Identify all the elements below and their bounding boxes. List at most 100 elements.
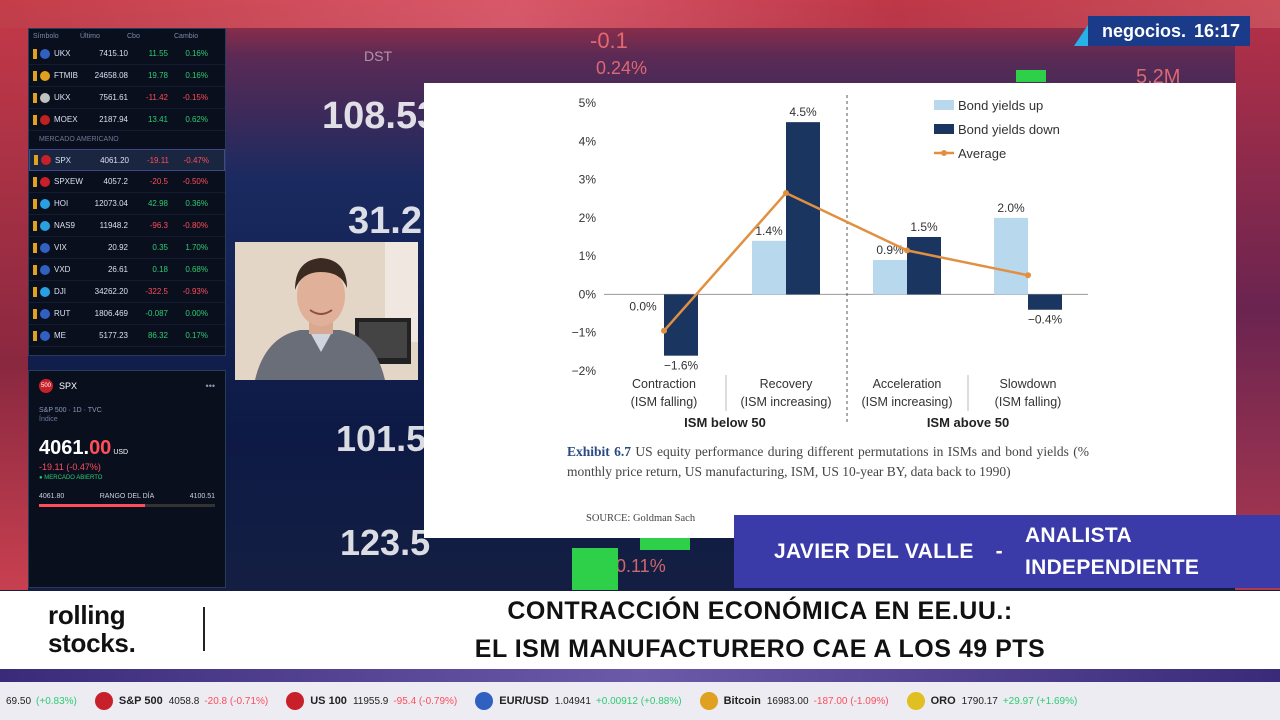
bar-bond-yields-down	[786, 122, 820, 295]
ticker-col-symbol: Símbolo	[33, 32, 59, 40]
ticker-section-label: MERCADO AMERICANO	[39, 136, 119, 143]
ticker-percent: 1.70%	[185, 243, 208, 252]
bar-bond-yields-down	[1028, 294, 1062, 310]
market-ticker-item[interactable]: S&P 500 4058.8 -20.8 (-0.71%)	[94, 692, 268, 710]
category-label: Contraction	[632, 377, 696, 391]
category-label: (ISM falling)	[631, 395, 698, 409]
y-tick-label: −2%	[572, 364, 597, 378]
ism-bond-yield-chart: 5% 4% 3% 2% 1% 0% −1% −2% 0.0% −1.6% Contraction (I…	[572, 95, 1088, 430]
ticker-change: 19.78	[147, 71, 168, 80]
ticker-value: 12073.04	[94, 199, 128, 208]
asset-value: 11955.9	[352, 695, 389, 707]
background-green-block	[572, 548, 618, 590]
asset-change: +29.97 (+1.69%)	[1002, 695, 1078, 707]
market-ticker-item[interactable]: ORO 1790.17 +29.97 (+1.69%)	[906, 692, 1078, 710]
logo-brand: negocios.	[1102, 20, 1187, 41]
market-ticker-item[interactable]: EUR/USD 1.04941 +0.00912 (+0.88%)	[475, 692, 682, 710]
ticker-row[interactable]: DJI 34262.20 -322.5 -0.93%	[29, 281, 225, 303]
source-note: SOURCE: Goldman Sach	[586, 513, 696, 524]
ticker-change: 42.98	[147, 199, 168, 208]
bar-bond-yields-up	[752, 240, 786, 295]
bar-bond-yields-up	[873, 259, 907, 295]
ticker-row[interactable]: RUT 1806.469 -0.087 0.00%	[29, 303, 225, 325]
ticker-row[interactable]: FTMIB 24658.08 19.78 0.16%	[29, 65, 225, 87]
channel-logo: negocios. 16:17	[1074, 13, 1280, 49]
group-label: ISM above 50	[927, 415, 1009, 430]
ticker-row[interactable]: SPXEW 4057.2 -20.5 -0.50%	[29, 171, 225, 193]
background-top-band	[0, 0, 1280, 28]
exhibit-caption: Exhibit 6.7 US equity performance during…	[567, 442, 1089, 482]
ticker-col-chg: Cbo	[127, 32, 140, 40]
ticker-symbol: NAS9	[54, 221, 75, 230]
ticker-percent: -0.80%	[182, 221, 208, 230]
group-label: ISM below 50	[684, 415, 766, 430]
ticker-change: -0.087	[145, 309, 168, 318]
ticker-value: 7561.61	[99, 93, 128, 102]
more-options-icon[interactable]: •••	[205, 381, 215, 391]
background-number: 101.5	[336, 418, 427, 459]
ticker-percent: 0.68%	[185, 265, 208, 274]
ticker-row[interactable]: UKX 7561.61 -11.42 -0.15%	[29, 87, 225, 109]
asset-icon	[906, 692, 925, 710]
ticker-change: 0.18	[152, 265, 168, 274]
ticker-row[interactable]: VXD 26.61 0.18 0.68%	[29, 259, 225, 281]
clock: 16:17	[1194, 20, 1241, 41]
asset-value: 1790.17	[961, 695, 998, 707]
y-tick-label: 4%	[579, 134, 597, 148]
background-green-block	[640, 538, 690, 550]
range-bar-fill	[39, 504, 145, 507]
ticker-row[interactable]: ME 5177.23 86.32 0.17%	[29, 325, 225, 347]
ticker-percent: 0.16%	[185, 71, 208, 80]
ticker-value: 4061.20	[100, 155, 129, 165]
ticker-row[interactable]: SPX 4061.20 -19.11 -0.47%	[29, 149, 225, 171]
market-ticker-item[interactable]: US 100 11955.9 -95.4 (-0.79%)	[286, 692, 457, 710]
ticker-col-last: Último	[80, 32, 100, 40]
chart-card: 5% 4% 3% 2% 1% 0% −1% −2% 0.0% −1.6% Contraction (I…	[424, 83, 1236, 538]
range-low: 4061.80	[39, 493, 65, 500]
exhibit-text: US equity performance during different p…	[567, 444, 1089, 479]
ticker-flag-icon	[33, 330, 37, 341]
data-label: 2.0%	[997, 201, 1025, 215]
spx-price-dec: 00	[89, 437, 112, 459]
asset-change: +0.00912 (+0.88%)	[595, 695, 682, 707]
ticker-change: 0.35	[152, 243, 168, 252]
ticker-symbol: UKX	[54, 93, 71, 102]
ticker-symbol-icon	[41, 155, 51, 165]
ticker-symbol-icon	[40, 198, 50, 209]
divider-band	[0, 669, 1280, 682]
average-point	[904, 247, 910, 254]
background-number: 31.2	[348, 200, 422, 242]
bar-bond-yields-down	[907, 237, 941, 295]
ticker-row[interactable]: VIX 20.92 0.35 1.70%	[29, 237, 225, 259]
background-text: 0.24%	[596, 58, 648, 78]
y-tick-label: 5%	[579, 96, 597, 110]
ticker-symbol-icon	[40, 92, 50, 103]
name-separator: -	[995, 539, 1003, 563]
background-green-block	[1016, 70, 1046, 82]
legend-swatch	[934, 100, 954, 110]
ticker-flag-icon	[33, 48, 37, 59]
asset-change: -95.4 (-0.79%)	[393, 695, 458, 707]
ticker-symbol-icon	[40, 70, 50, 81]
spx-widget[interactable]: 500 SPX ••• S&P 500 · 1D · TVC Índice 40…	[28, 370, 226, 588]
ticker-symbol-icon	[40, 286, 50, 297]
ticker-row[interactable]: HOI 12073.04 42.98 0.36%	[29, 193, 225, 215]
data-label: 0.0%	[629, 299, 657, 313]
ticker-flag-icon	[33, 308, 37, 319]
average-point	[1025, 272, 1031, 279]
ticker-row[interactable]: NAS9 11948.2 -96.3 -0.80%	[29, 215, 225, 237]
background-text: DST	[364, 48, 392, 64]
ticker-change: 13.41	[147, 115, 168, 124]
asset-icon	[699, 692, 718, 710]
asset-icon	[94, 692, 113, 710]
background-text: 0.11%	[616, 556, 666, 576]
market-ticker-item[interactable]: Bitcoin 16983.00 -187.00 (-1.09%)	[699, 692, 889, 710]
spx-change: -19.11 (-0.47%)	[39, 462, 101, 472]
asset-change: (+0.83%)	[36, 695, 77, 707]
ticker-flag-icon	[33, 114, 37, 125]
market-ticker-item[interactable]: 69.50 (+0.83%)	[0, 696, 77, 707]
ticker-row[interactable]: UKX 7415.10 11.55 0.16%	[29, 43, 225, 65]
ticker-row[interactable]: MOEX 2187.94 13.41 0.62%	[29, 109, 225, 131]
background-text: 5.2M	[1136, 66, 1181, 88]
ticker-percent: 0.00%	[185, 309, 208, 318]
